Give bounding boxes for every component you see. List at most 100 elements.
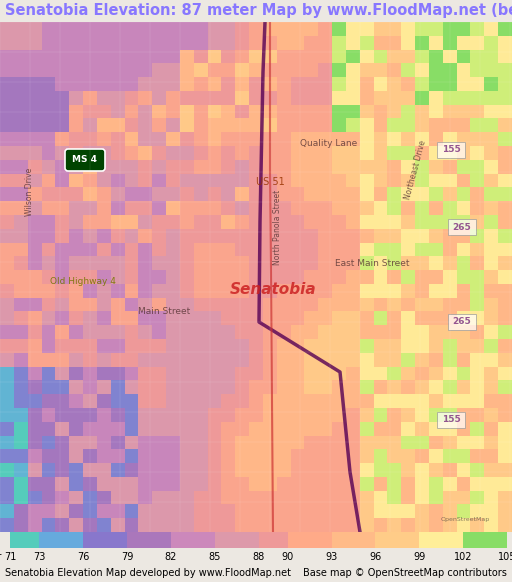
Bar	[28, 243, 41, 256]
Bar	[277, 201, 291, 215]
Bar	[235, 77, 249, 91]
Bar	[443, 491, 457, 505]
Bar	[69, 491, 83, 505]
Bar	[41, 325, 55, 339]
Bar	[152, 297, 166, 311]
Bar	[263, 381, 277, 394]
Bar	[124, 325, 138, 339]
Bar	[28, 518, 41, 532]
Bar	[291, 105, 305, 119]
Bar	[207, 146, 221, 160]
Bar	[471, 297, 484, 311]
Bar	[41, 187, 55, 201]
Bar	[346, 353, 360, 367]
Bar	[235, 36, 249, 49]
Bar	[332, 394, 346, 408]
Bar	[429, 256, 443, 270]
Bar	[180, 119, 194, 132]
Bar	[318, 311, 332, 325]
Bar	[124, 229, 138, 243]
Bar	[207, 463, 221, 477]
Bar	[166, 435, 180, 449]
Bar	[235, 146, 249, 160]
Bar	[83, 491, 97, 505]
Bar	[374, 173, 388, 187]
Bar	[180, 284, 194, 297]
Bar	[55, 367, 69, 381]
Bar	[332, 505, 346, 518]
Bar	[41, 449, 55, 463]
Bar	[305, 132, 318, 146]
Bar	[471, 119, 484, 132]
Bar	[221, 491, 235, 505]
Bar	[346, 229, 360, 243]
Bar	[346, 367, 360, 381]
Bar	[124, 105, 138, 119]
Bar	[457, 353, 471, 367]
Bar	[124, 119, 138, 132]
Bar	[318, 22, 332, 36]
Bar	[249, 353, 263, 367]
Bar	[97, 449, 111, 463]
Bar	[443, 160, 457, 173]
Bar	[401, 381, 415, 394]
Bar	[415, 339, 429, 353]
Text: Senatobia Elevation: 87 meter Map by www.FloodMap.net (beta): Senatobia Elevation: 87 meter Map by www…	[5, 3, 512, 19]
Bar	[55, 491, 69, 505]
Bar	[83, 325, 97, 339]
Bar	[484, 215, 498, 229]
Bar	[318, 49, 332, 63]
Bar	[429, 160, 443, 173]
Bar	[346, 505, 360, 518]
Bar	[374, 36, 388, 49]
Bar	[28, 422, 41, 435]
Bar	[166, 243, 180, 256]
Bar	[249, 449, 263, 463]
Bar	[138, 49, 152, 63]
Bar	[83, 91, 97, 105]
Bar	[360, 256, 374, 270]
Bar	[39, 532, 83, 548]
Bar	[346, 297, 360, 311]
Bar	[235, 243, 249, 256]
Bar	[401, 505, 415, 518]
Bar	[14, 22, 28, 36]
Bar	[457, 105, 471, 119]
Bar	[360, 297, 374, 311]
Bar	[291, 284, 305, 297]
Bar	[152, 284, 166, 297]
Bar	[484, 229, 498, 243]
Bar	[138, 201, 152, 215]
Bar	[194, 160, 207, 173]
Bar	[194, 36, 207, 49]
Bar	[0, 353, 14, 367]
Bar	[124, 187, 138, 201]
Bar	[138, 491, 152, 505]
Bar	[249, 63, 263, 77]
Bar	[457, 119, 471, 132]
Bar	[457, 215, 471, 229]
Bar	[305, 119, 318, 132]
Bar	[166, 381, 180, 394]
Bar	[14, 173, 28, 187]
Bar	[83, 505, 97, 518]
Bar	[235, 284, 249, 297]
Bar	[166, 463, 180, 477]
Bar	[374, 160, 388, 173]
Bar	[55, 256, 69, 270]
Bar	[388, 353, 401, 367]
Bar	[401, 353, 415, 367]
Bar	[138, 394, 152, 408]
Bar	[152, 339, 166, 353]
Bar	[305, 381, 318, 394]
Bar	[221, 77, 235, 91]
Bar	[374, 394, 388, 408]
Bar	[55, 477, 69, 491]
Bar	[457, 297, 471, 311]
Text: Northeast Drive: Northeast Drive	[403, 139, 427, 201]
Bar	[249, 173, 263, 187]
Bar	[124, 422, 138, 435]
Bar	[97, 49, 111, 63]
Bar	[429, 518, 443, 532]
Bar	[484, 91, 498, 105]
